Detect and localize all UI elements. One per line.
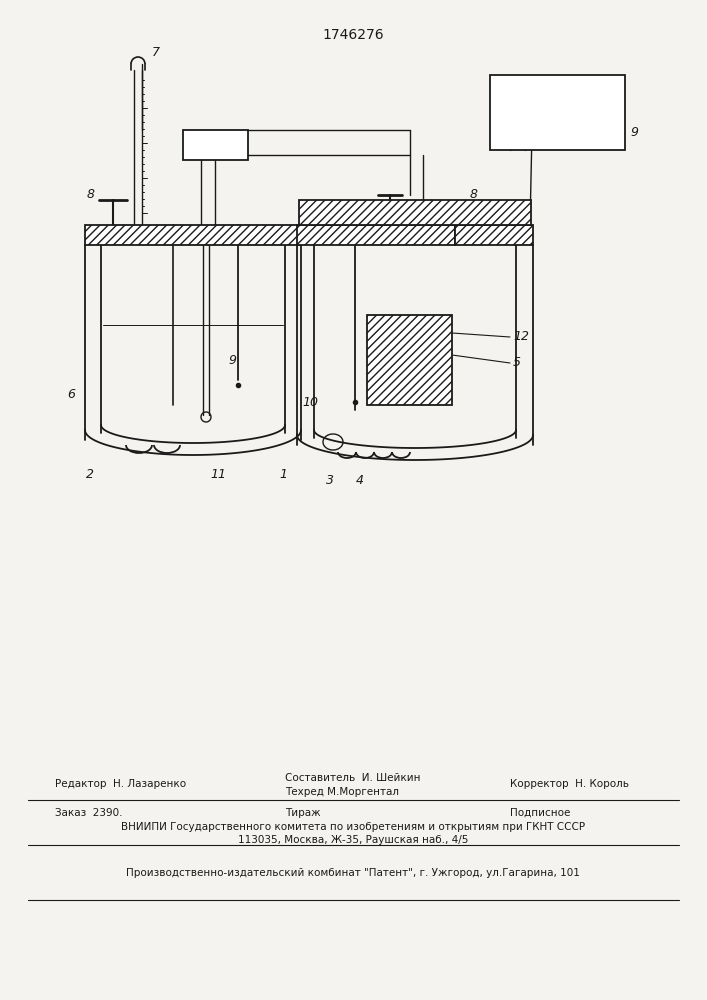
Text: 9: 9 — [630, 125, 638, 138]
Text: 7: 7 — [152, 45, 160, 58]
Bar — [490, 75, 625, 150]
Text: 3: 3 — [326, 474, 334, 487]
Text: 12: 12 — [513, 330, 529, 344]
Bar — [367, 315, 452, 405]
Text: Тираж: Тираж — [285, 808, 321, 818]
Text: 10: 10 — [302, 395, 318, 408]
Text: 4: 4 — [356, 474, 364, 487]
Text: 2: 2 — [86, 468, 94, 482]
Bar — [183, 130, 248, 160]
Text: 113035, Москва, Ж-35, Раушская наб., 4/5: 113035, Москва, Ж-35, Раушская наб., 4/5 — [238, 835, 468, 845]
Text: 8: 8 — [470, 188, 478, 202]
Text: Подписное: Подписное — [510, 808, 571, 818]
Text: 6: 6 — [67, 388, 75, 401]
Text: Техред М.Моргентал: Техред М.Моргентал — [285, 787, 399, 797]
Text: 11: 11 — [210, 468, 226, 482]
Bar — [299, 200, 531, 225]
Text: 8: 8 — [87, 188, 95, 202]
Text: 9: 9 — [228, 354, 236, 366]
Text: Редактор  Н. Лазаренко: Редактор Н. Лазаренко — [55, 779, 186, 789]
Bar — [455, 225, 533, 245]
Bar — [85, 225, 301, 245]
Bar — [297, 225, 455, 245]
Text: Составитель  И. Шейкин: Составитель И. Шейкин — [285, 773, 421, 783]
Text: Корректор  Н. Король: Корректор Н. Король — [510, 779, 629, 789]
Text: Заказ  2390.: Заказ 2390. — [55, 808, 122, 818]
Text: 1: 1 — [279, 468, 287, 482]
Text: 5: 5 — [513, 357, 521, 369]
Text: Производственно-издательский комбинат "Патент", г. Ужгород, ул.Гагарина, 101: Производственно-издательский комбинат "П… — [126, 867, 580, 878]
Text: 1746276: 1746276 — [322, 28, 384, 42]
Text: ВНИИПИ Государственного комитета по изобретениям и открытиям при ГКНТ СССР: ВНИИПИ Государственного комитета по изоб… — [121, 822, 585, 832]
